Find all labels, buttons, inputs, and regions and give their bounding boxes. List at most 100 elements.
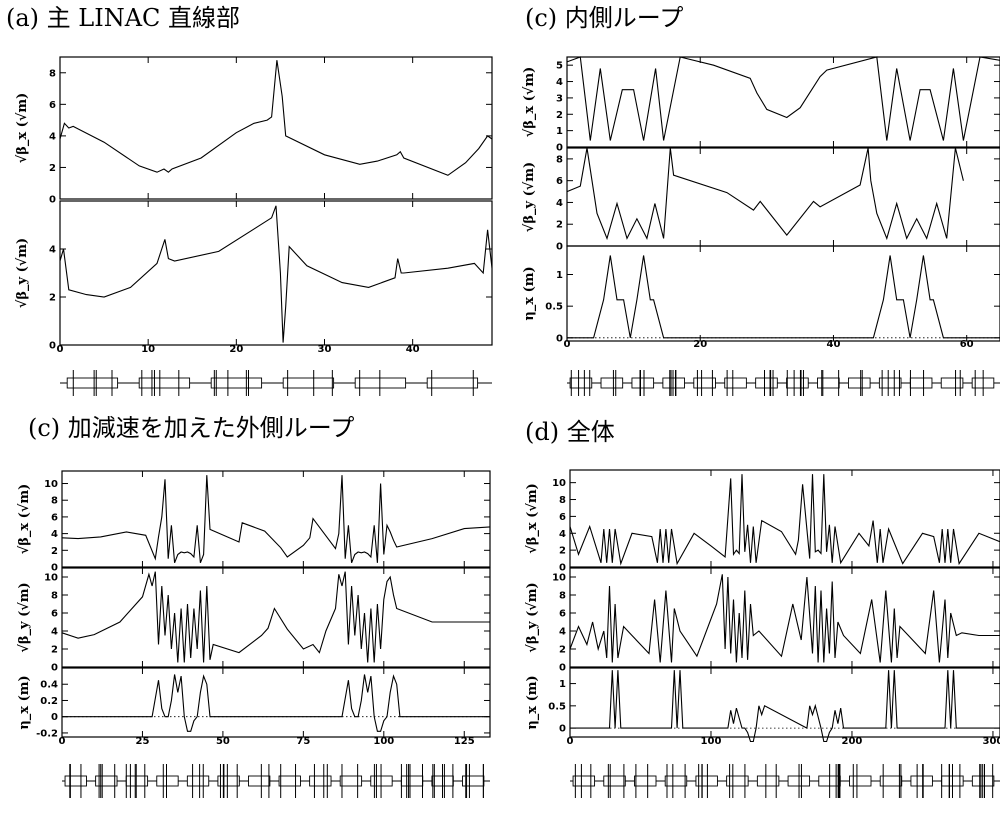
y-tick-label: 6 [51, 512, 58, 523]
x-tick-label: 50 [216, 736, 230, 747]
plot-frame [569, 567, 1000, 668]
y-tick-label: 4 [51, 627, 58, 638]
x-tick-label: 200 [842, 736, 863, 747]
subplot-eta_x: 0 0.5 1 η_x (m) [525, 667, 1000, 743]
lattice-element [756, 775, 780, 787]
y-axis-label: √β_y (√m) [525, 582, 540, 652]
x-tick-label: 20 [229, 344, 243, 355]
x-tick-label: 0 [57, 344, 64, 355]
y-tick-label: 4 [559, 627, 566, 638]
lattice-element [848, 377, 871, 389]
y-tick-label: 2 [49, 293, 56, 304]
y-tick-label: 10 [44, 573, 58, 584]
y-tick-label: 0.5 [548, 701, 566, 712]
y-tick-label: 0 [556, 242, 563, 253]
lattice-element [664, 775, 688, 787]
y-tick-label: 10 [44, 479, 58, 490]
panel-c1-title: (c) 内側ループ [525, 4, 684, 32]
lattice-strip [62, 764, 490, 798]
lattice-element [724, 377, 747, 389]
lattice-element [309, 775, 332, 787]
plot-frame [569, 667, 1000, 738]
subplot-beta_x: 0 2 4 6 8 √β_x (√m) [15, 56, 493, 206]
subplot-beta_y: 0 2 4 6 8 10 √β_y (√m) [525, 567, 1000, 674]
y-tick-label: 8 [51, 591, 58, 602]
subplot-eta_x: 0 0.5 1 η_x (m) [522, 245, 1000, 344]
y-tick-label: 8 [556, 154, 563, 165]
y-axis-label: √β_y (√m) [522, 162, 537, 232]
x-tick-label: 25 [135, 736, 149, 747]
panel-c2-title: (c) 加減速を加えた外側ループ [28, 414, 355, 442]
lattice-element [634, 775, 657, 787]
panel-d-title: (d) 全体 [525, 418, 615, 446]
lattice-strip [570, 764, 1000, 798]
y-tick-label: 4 [49, 131, 56, 142]
y-tick-label: 2 [556, 110, 563, 121]
y-tick-label: 5 [556, 61, 563, 72]
lattice-element [95, 775, 118, 787]
series-beta_x [566, 56, 1000, 141]
lattice-element [817, 377, 840, 389]
x-tick-label: 0 [567, 736, 574, 747]
lattice-element [217, 775, 240, 787]
x-tick-label: 300 [983, 736, 1000, 747]
y-tick-label: 0 [559, 663, 566, 674]
lattice-element [631, 377, 655, 389]
y-tick-label: 0.5 [545, 302, 563, 313]
x-tick-label: 100 [701, 736, 722, 747]
plot-frame [59, 56, 493, 200]
y-tick-label: 2 [51, 645, 58, 656]
y-tick-label: 10 [552, 478, 566, 489]
y-tick-label: 6 [51, 609, 58, 620]
lattice-element [462, 775, 485, 787]
y-tick-label: 10 [552, 573, 566, 584]
y-tick-label: 0 [51, 712, 58, 723]
lattice-element [849, 775, 872, 787]
lattice-element [248, 775, 271, 787]
panel-a: 0 2 4 6 8 √β_x (√m) 0 2 4 √β_y (√m) 0 10 20 30 40 [15, 56, 493, 396]
panel-c1: 0 1 2 3 4 5 √β_x (√m) 0 2 4 6 8 √β_y (√m) 0 0.5 1 η_x (m… [522, 56, 1000, 396]
y-tick-label: 0 [559, 563, 566, 574]
subplot-beta_y: 0 2 4 6 8 10 √β_y (√m) [17, 567, 491, 674]
y-tick-label: 4 [51, 529, 58, 540]
x-tick-label: 40 [406, 344, 420, 355]
x-tick-label: 30 [318, 344, 332, 355]
y-tick-label: 4 [556, 77, 563, 88]
y-tick-label: 3 [556, 93, 563, 104]
lattice-element [695, 775, 718, 787]
lattice-element [940, 377, 964, 389]
y-tick-label: 8 [559, 495, 566, 506]
lattice-element [64, 775, 87, 787]
y-tick-label: 0 [556, 143, 563, 154]
x-tick-label: 20 [693, 339, 707, 350]
plot-frame [59, 200, 493, 346]
lattice-element [878, 377, 902, 389]
y-tick-label: 8 [49, 68, 56, 79]
subplot-beta_y: 0 2 4 6 8 √β_y (√m) [522, 147, 1000, 253]
lattice-element [879, 775, 903, 787]
lattice-element [282, 377, 335, 389]
y-tick-label: 1 [559, 679, 566, 690]
series-beta_y [59, 205, 493, 343]
y-axis-label: √β_y (√m) [15, 238, 30, 308]
series-eta_x [567, 255, 1000, 339]
series-beta_x [59, 60, 493, 176]
lattice-element [569, 377, 593, 389]
y-tick-label: 6 [49, 100, 56, 111]
y-tick-label: 8 [51, 496, 58, 507]
y-tick-label: 2 [559, 645, 566, 656]
y-axis-label: η_x (m) [17, 675, 32, 729]
y-tick-label: 0 [51, 663, 58, 674]
y-tick-label: 1 [556, 126, 563, 137]
y-tick-label: 2 [556, 220, 563, 231]
lattice-element [572, 775, 596, 787]
plot-frame [566, 245, 1000, 342]
plot-frame [566, 56, 1000, 148]
subplot-beta_x: 0 1 2 3 4 5 √β_x (√m) [522, 56, 1000, 154]
lattice-element [600, 377, 624, 389]
y-tick-label: -0.2 [36, 728, 58, 739]
y-tick-label: 6 [559, 609, 566, 620]
lattice-element [138, 377, 191, 389]
y-tick-label: 6 [559, 512, 566, 523]
series-beta_x [61, 475, 491, 563]
